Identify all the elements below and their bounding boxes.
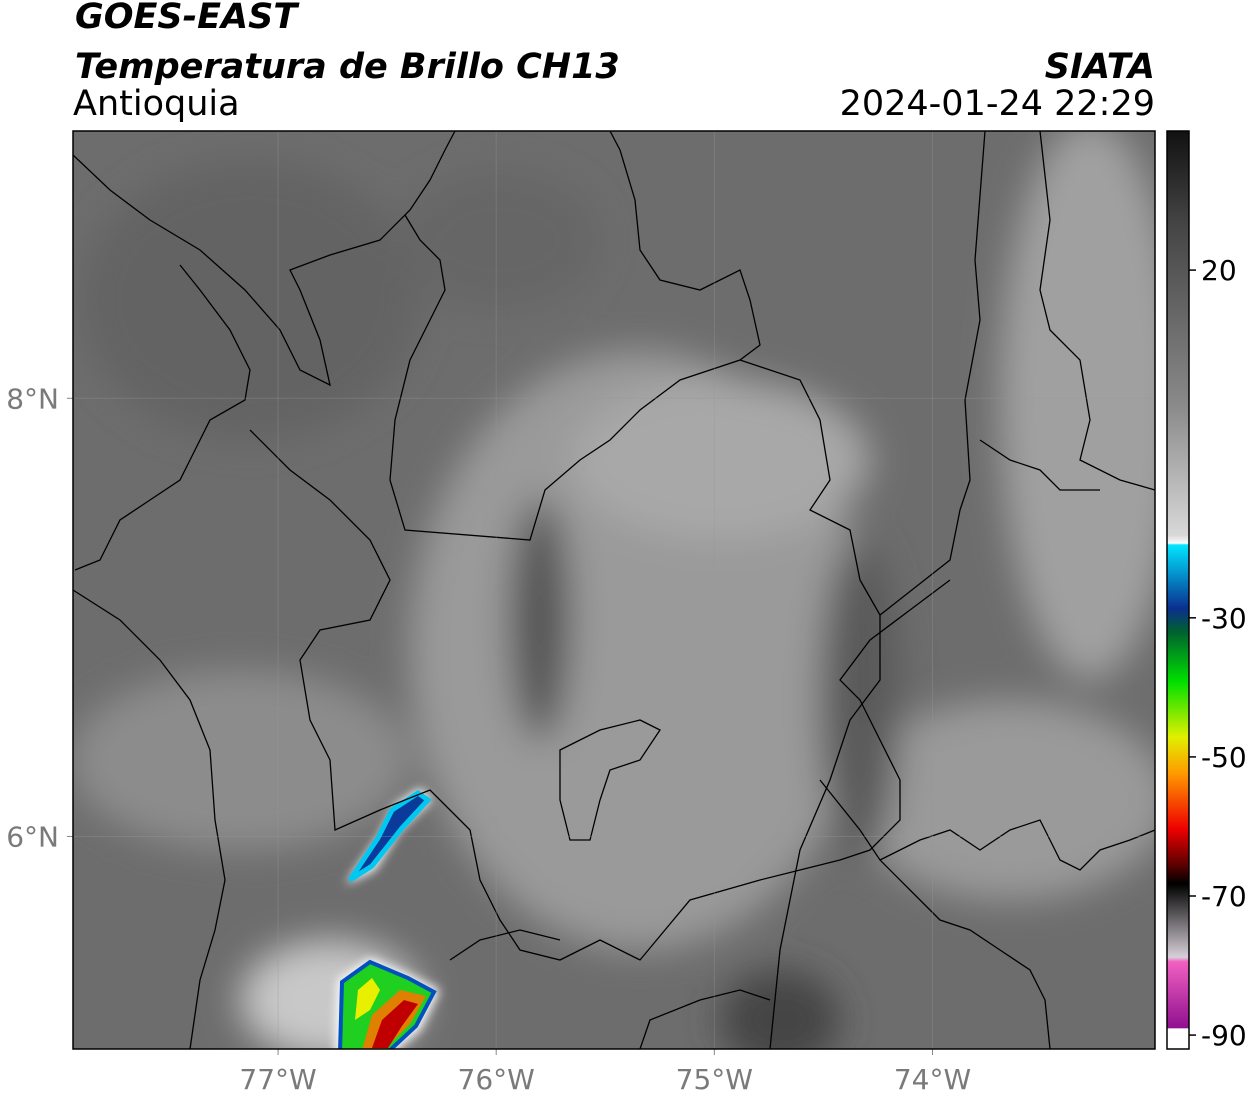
source: SIATA xyxy=(1045,47,1155,87)
title: GOES-EAST xyxy=(75,0,300,37)
map-image xyxy=(73,131,1155,1049)
region: Antioquia xyxy=(73,84,240,124)
colorbar-tick-label: -90 xyxy=(1201,1019,1247,1052)
borders xyxy=(73,131,1155,1049)
colorbar-tick-label: -70 xyxy=(1201,880,1247,913)
colorbar-tick-label: -50 xyxy=(1201,741,1247,774)
datetime: 2024-01-24 22:29 xyxy=(840,84,1155,124)
map-frame xyxy=(72,130,1156,1050)
graticule xyxy=(67,131,1155,1055)
subtitle: Temperatura de Brillo CH13 xyxy=(75,47,620,87)
lon-tick-label: 75°W xyxy=(676,1063,753,1096)
lon-tick-label: 77°W xyxy=(239,1063,316,1096)
lat-tick-label: 8°N xyxy=(6,382,59,415)
colorbar-tick-label: 20 xyxy=(1201,254,1237,287)
lon-tick-label: 74°W xyxy=(894,1063,971,1096)
tick-labels: 77°W 76°W 75°W 74°W 8°N 6°N 20 -30 -50 -70 -90 xyxy=(6,254,1247,1096)
colorbar-tick-label: -30 xyxy=(1201,602,1247,635)
lon-tick-label: 76°W xyxy=(458,1063,535,1096)
lat-tick-label: 6°N xyxy=(6,820,59,853)
colorbar xyxy=(1166,130,1190,1050)
